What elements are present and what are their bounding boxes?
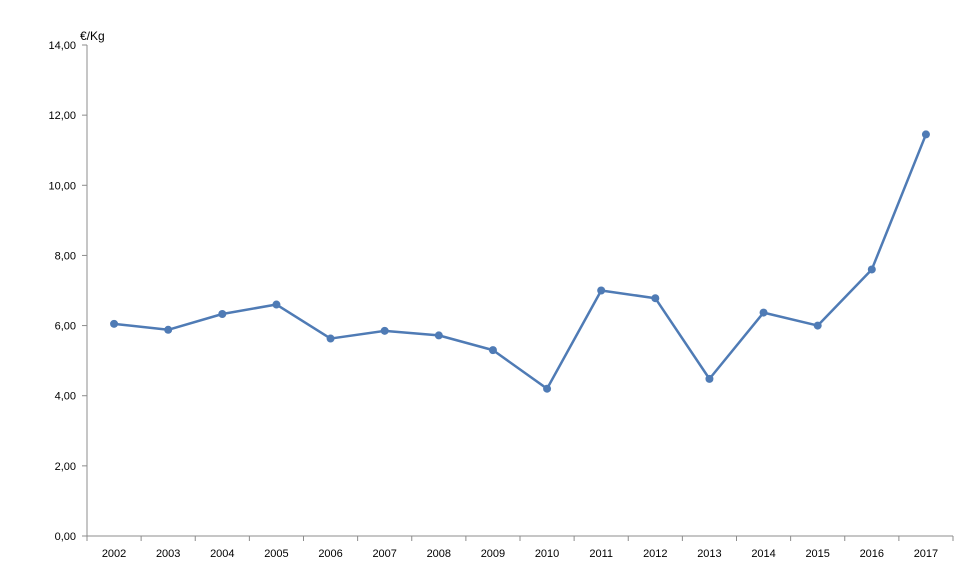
data-point: [488, 346, 497, 355]
series-group: [110, 130, 930, 393]
data-point: [110, 319, 119, 328]
x-tick-label: 2006: [318, 548, 342, 560]
y-tick-label: 8,00: [55, 250, 76, 262]
series-line: [113, 133, 928, 390]
data-point: [434, 331, 443, 340]
y-tick-label: 2,00: [55, 461, 76, 473]
x-tick-label: 2004: [210, 548, 234, 560]
x-axis-ticks: 2002 2003 2004 2005 2006 2007 2008 2009 2010 2011…: [86, 536, 954, 560]
x-tick-label: 2009: [481, 548, 505, 560]
x-tick-label: 2010: [535, 548, 559, 560]
x-tick-label: 2016: [860, 548, 884, 560]
x-tick-label: 2017: [914, 548, 938, 560]
data-point: [813, 321, 822, 330]
x-tick-label: 2013: [697, 548, 721, 560]
y-tick-label: 10,00: [48, 180, 76, 192]
x-tick-label: 2003: [156, 548, 180, 560]
data-point: [272, 300, 281, 309]
y-axis-unit-label: €/Kg: [80, 29, 105, 43]
data-point: [164, 325, 173, 334]
y-tick-label: 14,00: [48, 40, 76, 52]
x-tick-label: 2002: [102, 548, 126, 560]
data-point: [651, 294, 660, 303]
x-tick-label: 2005: [264, 548, 288, 560]
data-point: [597, 286, 606, 295]
data-point: [218, 309, 227, 318]
data-point: [705, 374, 714, 383]
y-axis-ticks: 0,00 2,00 4,00 6,00 8,00 10,00 12,00 14,00: [48, 40, 87, 543]
x-tick-label: 2012: [643, 548, 667, 560]
y-tick-label: 0,00: [55, 531, 76, 543]
y-tick-label: 6,00: [55, 321, 76, 333]
axes: [86, 45, 953, 537]
data-point: [759, 308, 768, 317]
data-point: [921, 130, 930, 139]
data-point: [867, 265, 876, 274]
x-tick-label: 2014: [751, 548, 775, 560]
x-tick-label: 2011: [589, 548, 613, 560]
x-tick-label: 2007: [372, 548, 396, 560]
data-point: [543, 384, 552, 393]
x-tick-label: 2015: [805, 548, 829, 560]
data-point: [380, 326, 389, 335]
data-point: [326, 334, 335, 343]
y-tick-label: 12,00: [48, 110, 76, 122]
x-tick-label: 2008: [427, 548, 451, 560]
y-tick-label: 4,00: [55, 391, 76, 403]
